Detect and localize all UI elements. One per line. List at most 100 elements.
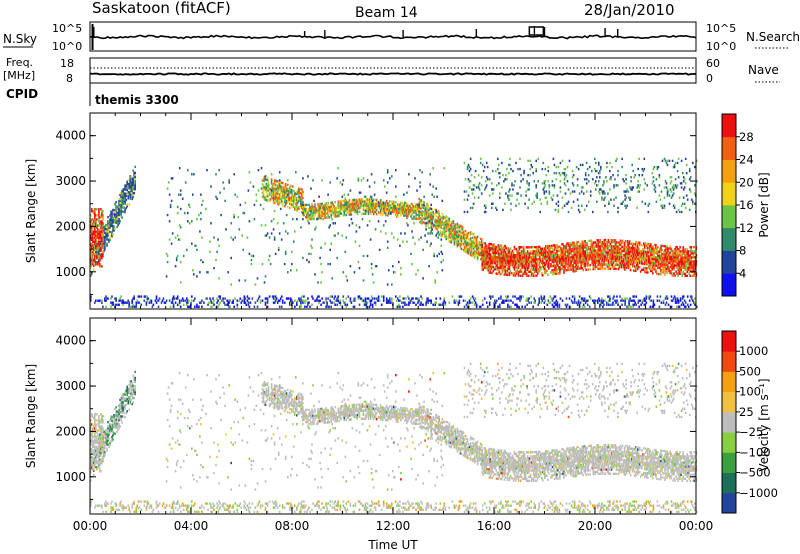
power-cell-3182 [602, 253, 605, 256]
power-cell-4802 [213, 299, 215, 302]
power-cell-2471 [531, 262, 534, 265]
power-cell-3005 [584, 244, 587, 247]
power-cell-3138 [598, 259, 601, 262]
power-cell-2443 [528, 270, 531, 273]
power-cell-2750 [560, 257, 562, 260]
power-cell-1371 [396, 209, 398, 212]
power-cell-4716 [146, 299, 149, 302]
power-cell-259 [121, 198, 123, 201]
power-cell-3994 [685, 274, 688, 278]
power-cell-2485 [532, 256, 535, 259]
power-cell-3024 [586, 241, 589, 245]
power-cell-1966 [481, 247, 484, 251]
power-cell-4852 [247, 297, 250, 300]
power-cell-2046 [489, 265, 492, 268]
power-cell-1803 [460, 225, 463, 228]
power-cell-1025 [330, 209, 333, 213]
power-cell-4651 [104, 299, 106, 302]
power-cell-2174 [501, 267, 504, 270]
power-cell-3292 [613, 251, 616, 254]
power-cell-4787 [201, 299, 203, 302]
power-cell-532 [99, 222, 101, 225]
power-cell-4764 [184, 299, 187, 302]
power-cell-2596 [545, 271, 547, 275]
power-cell-1572 [429, 211, 432, 214]
power-cell-3543 [638, 266, 641, 269]
power-cell-1647 [440, 220, 443, 223]
power-cell-3736 [658, 250, 660, 253]
power-cell-4821 [226, 299, 229, 302]
power-cell-1983 [483, 254, 486, 257]
power-cell-1468 [415, 211, 417, 214]
power-cell-4176 [497, 167, 499, 171]
power-cell-4510 [643, 188, 646, 191]
power-cell-4477 [625, 174, 627, 177]
power-cell-1162 [355, 210, 358, 214]
power-cell-1292 [380, 203, 383, 206]
power-cell-4322 [561, 196, 564, 199]
power-cell-2311 [515, 266, 518, 269]
power-cell-190 [113, 215, 115, 218]
power-cell-830 [296, 207, 298, 210]
power-cell-4358 [576, 178, 579, 181]
power-cell-2688 [554, 258, 556, 261]
power-cell-339 [131, 185, 134, 188]
power-cell-3938 [679, 258, 681, 261]
power-cell-144 [108, 238, 110, 242]
power-cell-2158 [499, 248, 502, 251]
power-cell-3620 [647, 261, 649, 264]
power-cell-3261 [610, 245, 613, 248]
power-cell-1769 [456, 222, 459, 226]
power-cell-336 [131, 193, 134, 197]
power-cell-3945 [680, 264, 682, 267]
power-cell-653 [271, 188, 274, 192]
power-cell-431 [93, 236, 95, 239]
power-cell-2909 [576, 267, 578, 270]
power-cell-2693 [554, 244, 556, 247]
power-cell-4228 [520, 180, 522, 183]
power-cell-1499 [419, 210, 421, 214]
power-cell-1649 [441, 235, 444, 238]
power-cell-2543 [538, 260, 541, 263]
nave-tick-bottom: 0 [706, 72, 713, 85]
power-cell-762 [284, 183, 287, 186]
power-cell-2018 [486, 254, 489, 258]
power-cell-1970 [482, 264, 485, 267]
power-cell-3893 [674, 247, 676, 251]
power-cell-4957 [328, 305, 331, 308]
power-cell-1083 [341, 206, 344, 209]
power-cell-1300 [382, 209, 385, 212]
power-cell-2659 [551, 252, 553, 256]
power-cell-3387 [623, 266, 626, 269]
power-cell-3148 [599, 257, 602, 260]
power-cell-917 [310, 217, 312, 221]
power-cell-1547 [426, 213, 428, 216]
nsearch-label: N.Search [746, 30, 800, 44]
power-cell-253 [121, 216, 123, 219]
power-cell-2414 [525, 262, 528, 265]
power-cell-2059 [490, 263, 493, 266]
power-cell-1107 [345, 207, 348, 211]
power-cell-882 [302, 205, 304, 209]
power-cell-3734 [658, 254, 660, 257]
power-cell-930 [312, 213, 314, 217]
power-cell-1753 [455, 242, 458, 245]
power-cell-230 [118, 209, 120, 213]
power-cell-3718 [656, 248, 658, 251]
power-cell-533 [99, 220, 101, 223]
power-cell-893 [304, 205, 306, 209]
power-cell-3231 [607, 251, 610, 254]
power-cell-1700 [448, 229, 451, 233]
power-cell-419 [92, 222, 94, 225]
power-cell-4269 [541, 182, 544, 185]
power-cell-4398 [596, 184, 598, 187]
power-cell-402 [91, 228, 93, 231]
power-cell-1999 [484, 244, 487, 247]
power-cell-747 [283, 201, 286, 204]
power-cell-2261 [509, 257, 512, 261]
power-cell-4887 [278, 305, 281, 308]
power-cell-4605 [681, 172, 684, 175]
power-cell-602 [262, 177, 265, 180]
power-cell-3001 [584, 254, 587, 257]
power-cell-4451 [615, 184, 617, 187]
